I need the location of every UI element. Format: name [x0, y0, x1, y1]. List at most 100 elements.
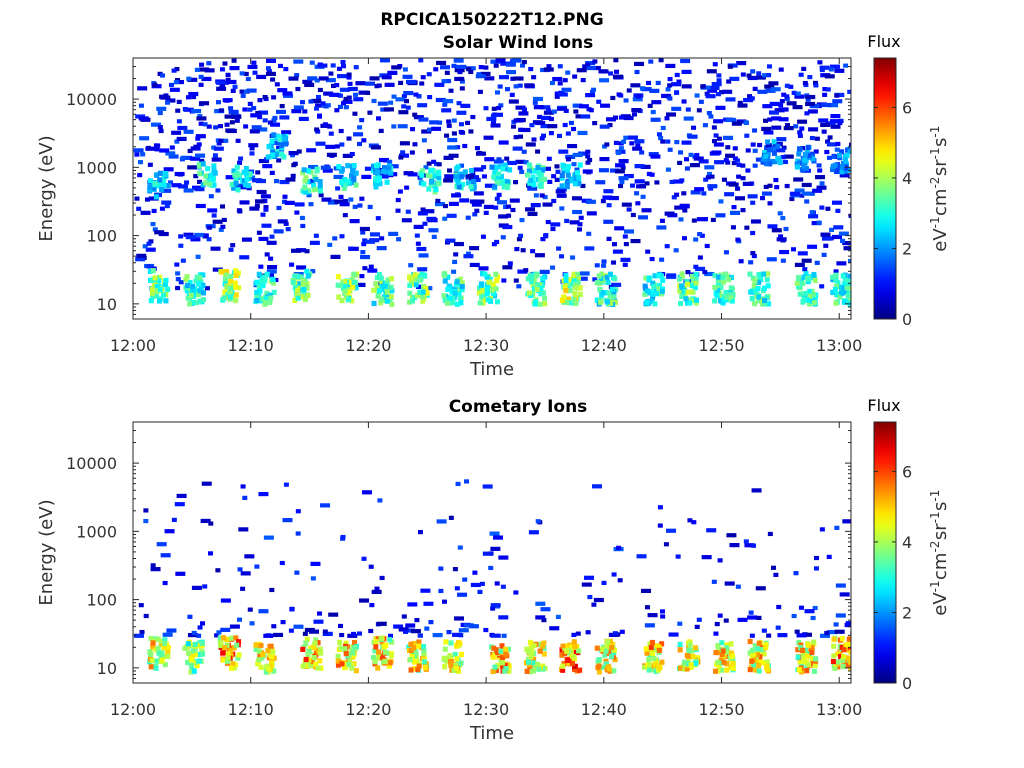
- noise-cell: [740, 163, 746, 168]
- noise-cell: [755, 75, 766, 80]
- burst-cell: [715, 644, 721, 650]
- noise-cell: [664, 244, 670, 249]
- noise-cell: [736, 60, 747, 66]
- burst-cell: [492, 664, 498, 670]
- noise-cell: [724, 153, 735, 158]
- noise-cell: [318, 192, 324, 198]
- noise-cell: [146, 241, 152, 246]
- noise-cell: [585, 149, 591, 154]
- burst-cell: [656, 272, 662, 279]
- noise-cell: [182, 107, 188, 112]
- noise-cell: [681, 84, 692, 89]
- burst-cell: [161, 645, 167, 651]
- noise-cell: [175, 285, 181, 291]
- noise-cell: [819, 633, 830, 638]
- noise-cell: [691, 218, 697, 223]
- noise-cell: [500, 61, 511, 66]
- noise-cell: [361, 174, 372, 180]
- noise-cell: [617, 578, 623, 583]
- noise-cell: [288, 628, 294, 633]
- noise-cell: [396, 237, 402, 242]
- noise-cell: [671, 82, 682, 87]
- noise-cell: [599, 156, 610, 162]
- burst-cell: [419, 294, 425, 300]
- burst-cell: [840, 657, 846, 663]
- noise-cell: [539, 269, 550, 274]
- noise-cell: [137, 172, 143, 178]
- noise-cell: [346, 136, 352, 141]
- burst-cell: [441, 655, 447, 661]
- noise-cell: [435, 198, 441, 204]
- noise-cell: [239, 71, 245, 76]
- burst-cell: [459, 283, 465, 290]
- burst-cell: [165, 644, 171, 651]
- noise-cell: [220, 224, 226, 229]
- noise-cell: [342, 213, 348, 218]
- noise-cell: [137, 86, 148, 91]
- burst-cell: [147, 659, 153, 665]
- burst-cell: [456, 291, 462, 297]
- noise-cell: [520, 127, 531, 133]
- burst-cell: [845, 655, 851, 661]
- burst-cell: [452, 651, 458, 658]
- burst-cell: [336, 164, 342, 170]
- noise-cell: [808, 127, 819, 132]
- noise-cell: [202, 122, 208, 127]
- burst-cell: [747, 638, 753, 645]
- noise-cell: [505, 62, 516, 67]
- burst-cell: [642, 664, 648, 670]
- burst-cell: [607, 295, 613, 301]
- noise-cell: [204, 68, 215, 73]
- noise-cell: [780, 216, 786, 221]
- noise-cell: [535, 149, 541, 154]
- noise-cell: [822, 86, 828, 92]
- noise-cell: [381, 75, 392, 80]
- noise-cell: [405, 623, 416, 628]
- noise-cell: [258, 236, 269, 242]
- noise-cell: [797, 251, 808, 256]
- noise-cell: [591, 87, 597, 92]
- burst-cell: [162, 640, 168, 647]
- noise-cell: [687, 134, 698, 139]
- noise-cell: [769, 101, 780, 107]
- burst-cell: [253, 646, 259, 653]
- burst-cell: [335, 653, 341, 659]
- noise-cell: [478, 65, 484, 70]
- noise-cell: [269, 234, 275, 239]
- burst-cell: [507, 167, 513, 173]
- noise-cell: [229, 624, 240, 629]
- noise-cell: [329, 92, 340, 97]
- noise-cell: [778, 117, 789, 122]
- noise-cell: [447, 145, 458, 150]
- noise-cell: [818, 118, 829, 123]
- noise-cell: [359, 196, 365, 201]
- burst-cell: [418, 180, 424, 186]
- noise-cell: [744, 543, 755, 548]
- colorbar-label-unit: s: [930, 502, 951, 511]
- noise-cell: [696, 108, 702, 113]
- noise-cell: [659, 218, 665, 223]
- noise-cell: [789, 196, 795, 202]
- noise-cell: [398, 155, 404, 160]
- noise-cell: [696, 217, 707, 222]
- noise-cell: [762, 73, 768, 78]
- burst-cell: [564, 648, 570, 654]
- burst-cell: [504, 179, 510, 185]
- burst-cell: [771, 147, 777, 153]
- noise-cell: [595, 65, 601, 71]
- burst-cell: [165, 286, 171, 292]
- burst-cell: [165, 649, 171, 655]
- burst-cell: [271, 132, 277, 138]
- burst-cell: [147, 268, 153, 274]
- burst-cell: [152, 283, 158, 289]
- noise-cell: [752, 128, 758, 133]
- noise-cell: [473, 191, 484, 196]
- noise-cell: [674, 90, 680, 95]
- noise-cell: [616, 92, 622, 97]
- burst-cell: [805, 297, 811, 303]
- noise-cell: [276, 109, 287, 115]
- noise-cell: [427, 95, 433, 100]
- burst-cell: [254, 289, 260, 296]
- burst-cell: [847, 273, 851, 279]
- noise-cell: [289, 153, 295, 158]
